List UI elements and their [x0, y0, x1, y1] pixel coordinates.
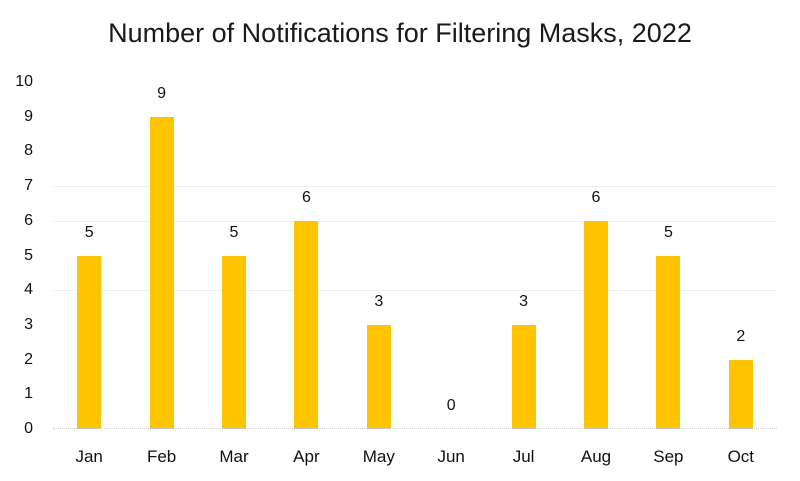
gridline [53, 186, 777, 188]
bar-value-label: 6 [591, 188, 601, 206]
bar-value-label: 6 [301, 188, 311, 206]
bar-apr [294, 220, 319, 429]
x-axis-line [53, 428, 777, 429]
y-tick-label: 0 [24, 420, 33, 437]
bar-may [366, 324, 391, 429]
bar-aug [584, 220, 608, 429]
bar-value-label: 2 [736, 327, 746, 345]
bar-jul [511, 324, 536, 429]
x-tick-label-feb: Feb [146, 447, 177, 466]
y-tick-label: 9 [24, 107, 33, 125]
x-tick-label-oct: Oct [727, 447, 755, 466]
x-tick-label-sep: Sep [653, 447, 684, 466]
bar-oct [728, 359, 753, 429]
bar-feb [149, 116, 174, 429]
chart-title: Number of Notifications for Filtering Ma… [108, 18, 692, 48]
x-tick-label-jul: Jul [512, 447, 535, 466]
plot-area: 5 9 5 6 3 0 3 6 5 2 [53, 82, 777, 429]
bar-value-label: 5 [229, 223, 239, 241]
y-tick-label: 4 [24, 281, 33, 299]
x-tick-label-jun: Jun [437, 447, 465, 466]
y-tick-label: 5 [24, 246, 33, 264]
bar-mar [222, 255, 246, 429]
x-tick-label-may: May [362, 447, 395, 466]
bar-jan [77, 255, 102, 429]
x-tick-label-apr: Apr [293, 447, 320, 466]
y-tick-label: 1 [24, 385, 33, 403]
bar-value-label: 3 [519, 292, 529, 310]
x-tick-label-aug: Aug [580, 447, 612, 466]
y-tick-label: 2 [24, 350, 33, 368]
bar-value-label: 3 [374, 292, 384, 310]
y-tick-label: 7 [24, 177, 33, 195]
gridline [53, 290, 777, 292]
bar-value-label: 9 [157, 84, 167, 102]
bar-value-label: 5 [663, 223, 673, 241]
bar-value-label: 0 [446, 397, 456, 414]
x-tick-label-jan: Jan [75, 447, 103, 466]
y-tick-label: 10 [15, 73, 33, 90]
y-tick-label: 3 [24, 315, 33, 333]
x-tick-label-mar: Mar [219, 447, 249, 466]
gridline [53, 220, 777, 222]
bar-sep [656, 255, 681, 429]
y-tick-label: 6 [24, 211, 33, 229]
y-tick-label: 8 [24, 142, 33, 160]
bar-value-label: 5 [84, 223, 94, 241]
